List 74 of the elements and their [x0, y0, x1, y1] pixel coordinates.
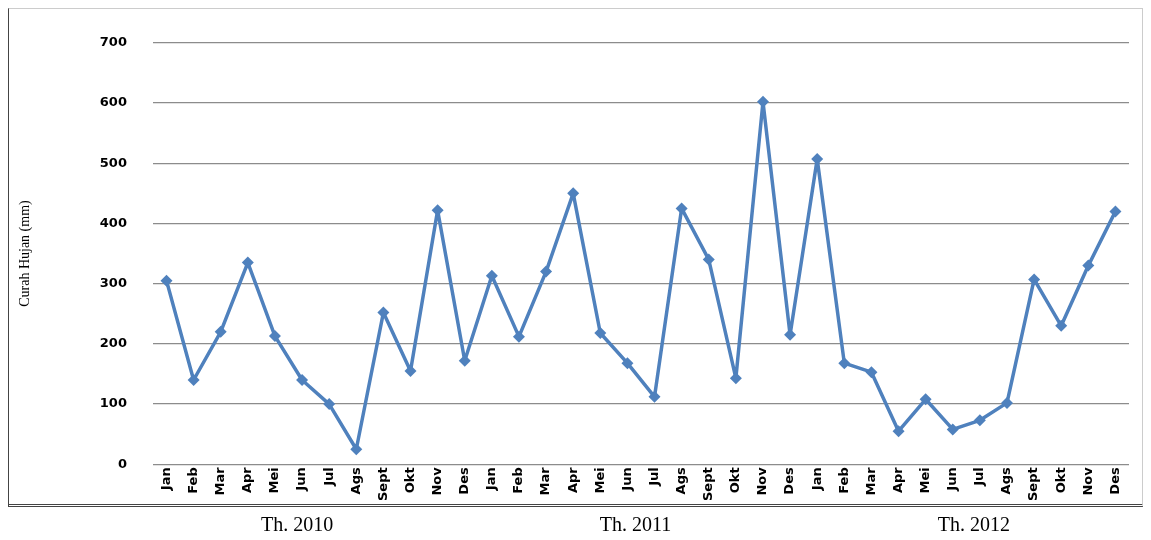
x-tick-label: Jul — [645, 467, 661, 487]
point — [838, 357, 851, 370]
y-tick-label: 600 — [99, 94, 127, 110]
point — [268, 330, 281, 343]
x-tick-label: Des — [1106, 467, 1122, 495]
point — [214, 325, 227, 338]
point — [946, 423, 959, 436]
text: Th. 2010 — [260, 513, 335, 536]
x-tick-label: Jul — [971, 467, 987, 487]
x-tick-label: Nov — [754, 466, 770, 496]
y-tick-label: 100 — [99, 395, 127, 411]
x-tick-label: Sept — [700, 467, 716, 501]
x-tick-label: Jun — [944, 467, 960, 492]
x-tick-label: Apr — [564, 466, 580, 494]
point — [1028, 273, 1041, 286]
x-tick-label: Mei — [591, 467, 607, 494]
x-tick-label: Okt — [401, 467, 417, 494]
x-tick-label: Mar — [537, 466, 553, 496]
point — [648, 390, 661, 403]
point — [702, 253, 715, 266]
point — [1000, 396, 1013, 409]
y-tick-label: 500 — [99, 154, 127, 170]
x-tick-label: Feb — [835, 467, 851, 494]
point — [540, 265, 553, 278]
x-tick-label: Jun — [618, 467, 634, 492]
x-tick-label: Apr — [239, 466, 255, 494]
x-tick-label: Jan — [808, 467, 824, 492]
y-tick-label: 700 — [99, 34, 127, 50]
point — [892, 425, 905, 438]
y-axis-title: Curah Hujan (mm) — [17, 199, 34, 307]
x-tick-label: Mar — [862, 466, 878, 496]
point — [160, 274, 173, 287]
x-tick-label: Jul — [320, 467, 336, 487]
x-tick-label: Mei — [266, 467, 282, 494]
x-tick-label: Okt — [1052, 467, 1068, 494]
x-tick-label: Des — [456, 467, 472, 495]
point — [973, 414, 986, 427]
x-tick-label: Des — [781, 467, 797, 495]
point — [241, 256, 254, 269]
y-tick-label: 200 — [99, 335, 127, 351]
text: Th. 2011 — [598, 513, 673, 536]
point — [187, 374, 200, 386]
x-tick-label: Sept — [374, 467, 390, 501]
x-tick-label: Mei — [917, 467, 933, 494]
point — [594, 327, 607, 340]
y-tick-label: 400 — [99, 214, 127, 230]
x-tick-label: Jan — [483, 467, 499, 492]
x-tick-label: Feb — [510, 467, 526, 494]
point — [865, 366, 878, 379]
y-tick-label: 300 — [99, 275, 127, 291]
x-tick-label: Jun — [293, 467, 309, 492]
point — [323, 398, 336, 411]
point — [296, 374, 309, 386]
point — [350, 443, 363, 456]
point — [621, 357, 634, 370]
text: Th. 2012 — [936, 513, 1011, 536]
x-tick-label: Nov — [1079, 466, 1095, 496]
point — [1082, 259, 1095, 272]
point — [1109, 205, 1122, 218]
point — [512, 330, 525, 343]
x-tick-label: Ags — [347, 467, 363, 495]
y-tick-label: 0 — [117, 455, 127, 471]
point — [919, 393, 932, 406]
x-tick-label: Okt — [727, 467, 743, 494]
x-tick-label: Nov — [429, 466, 444, 496]
x-tick-label: Sept — [1025, 467, 1041, 501]
x-tick-label: Apr — [889, 466, 905, 494]
x-tick-label: Feb — [184, 467, 200, 494]
x-tick-label: Ags — [998, 467, 1014, 495]
x-tick-label: Mar — [212, 466, 228, 496]
x-tick-label: Ags — [673, 467, 689, 495]
x-tick-label: Jan — [157, 467, 173, 492]
point — [1055, 319, 1068, 332]
point — [485, 269, 498, 282]
